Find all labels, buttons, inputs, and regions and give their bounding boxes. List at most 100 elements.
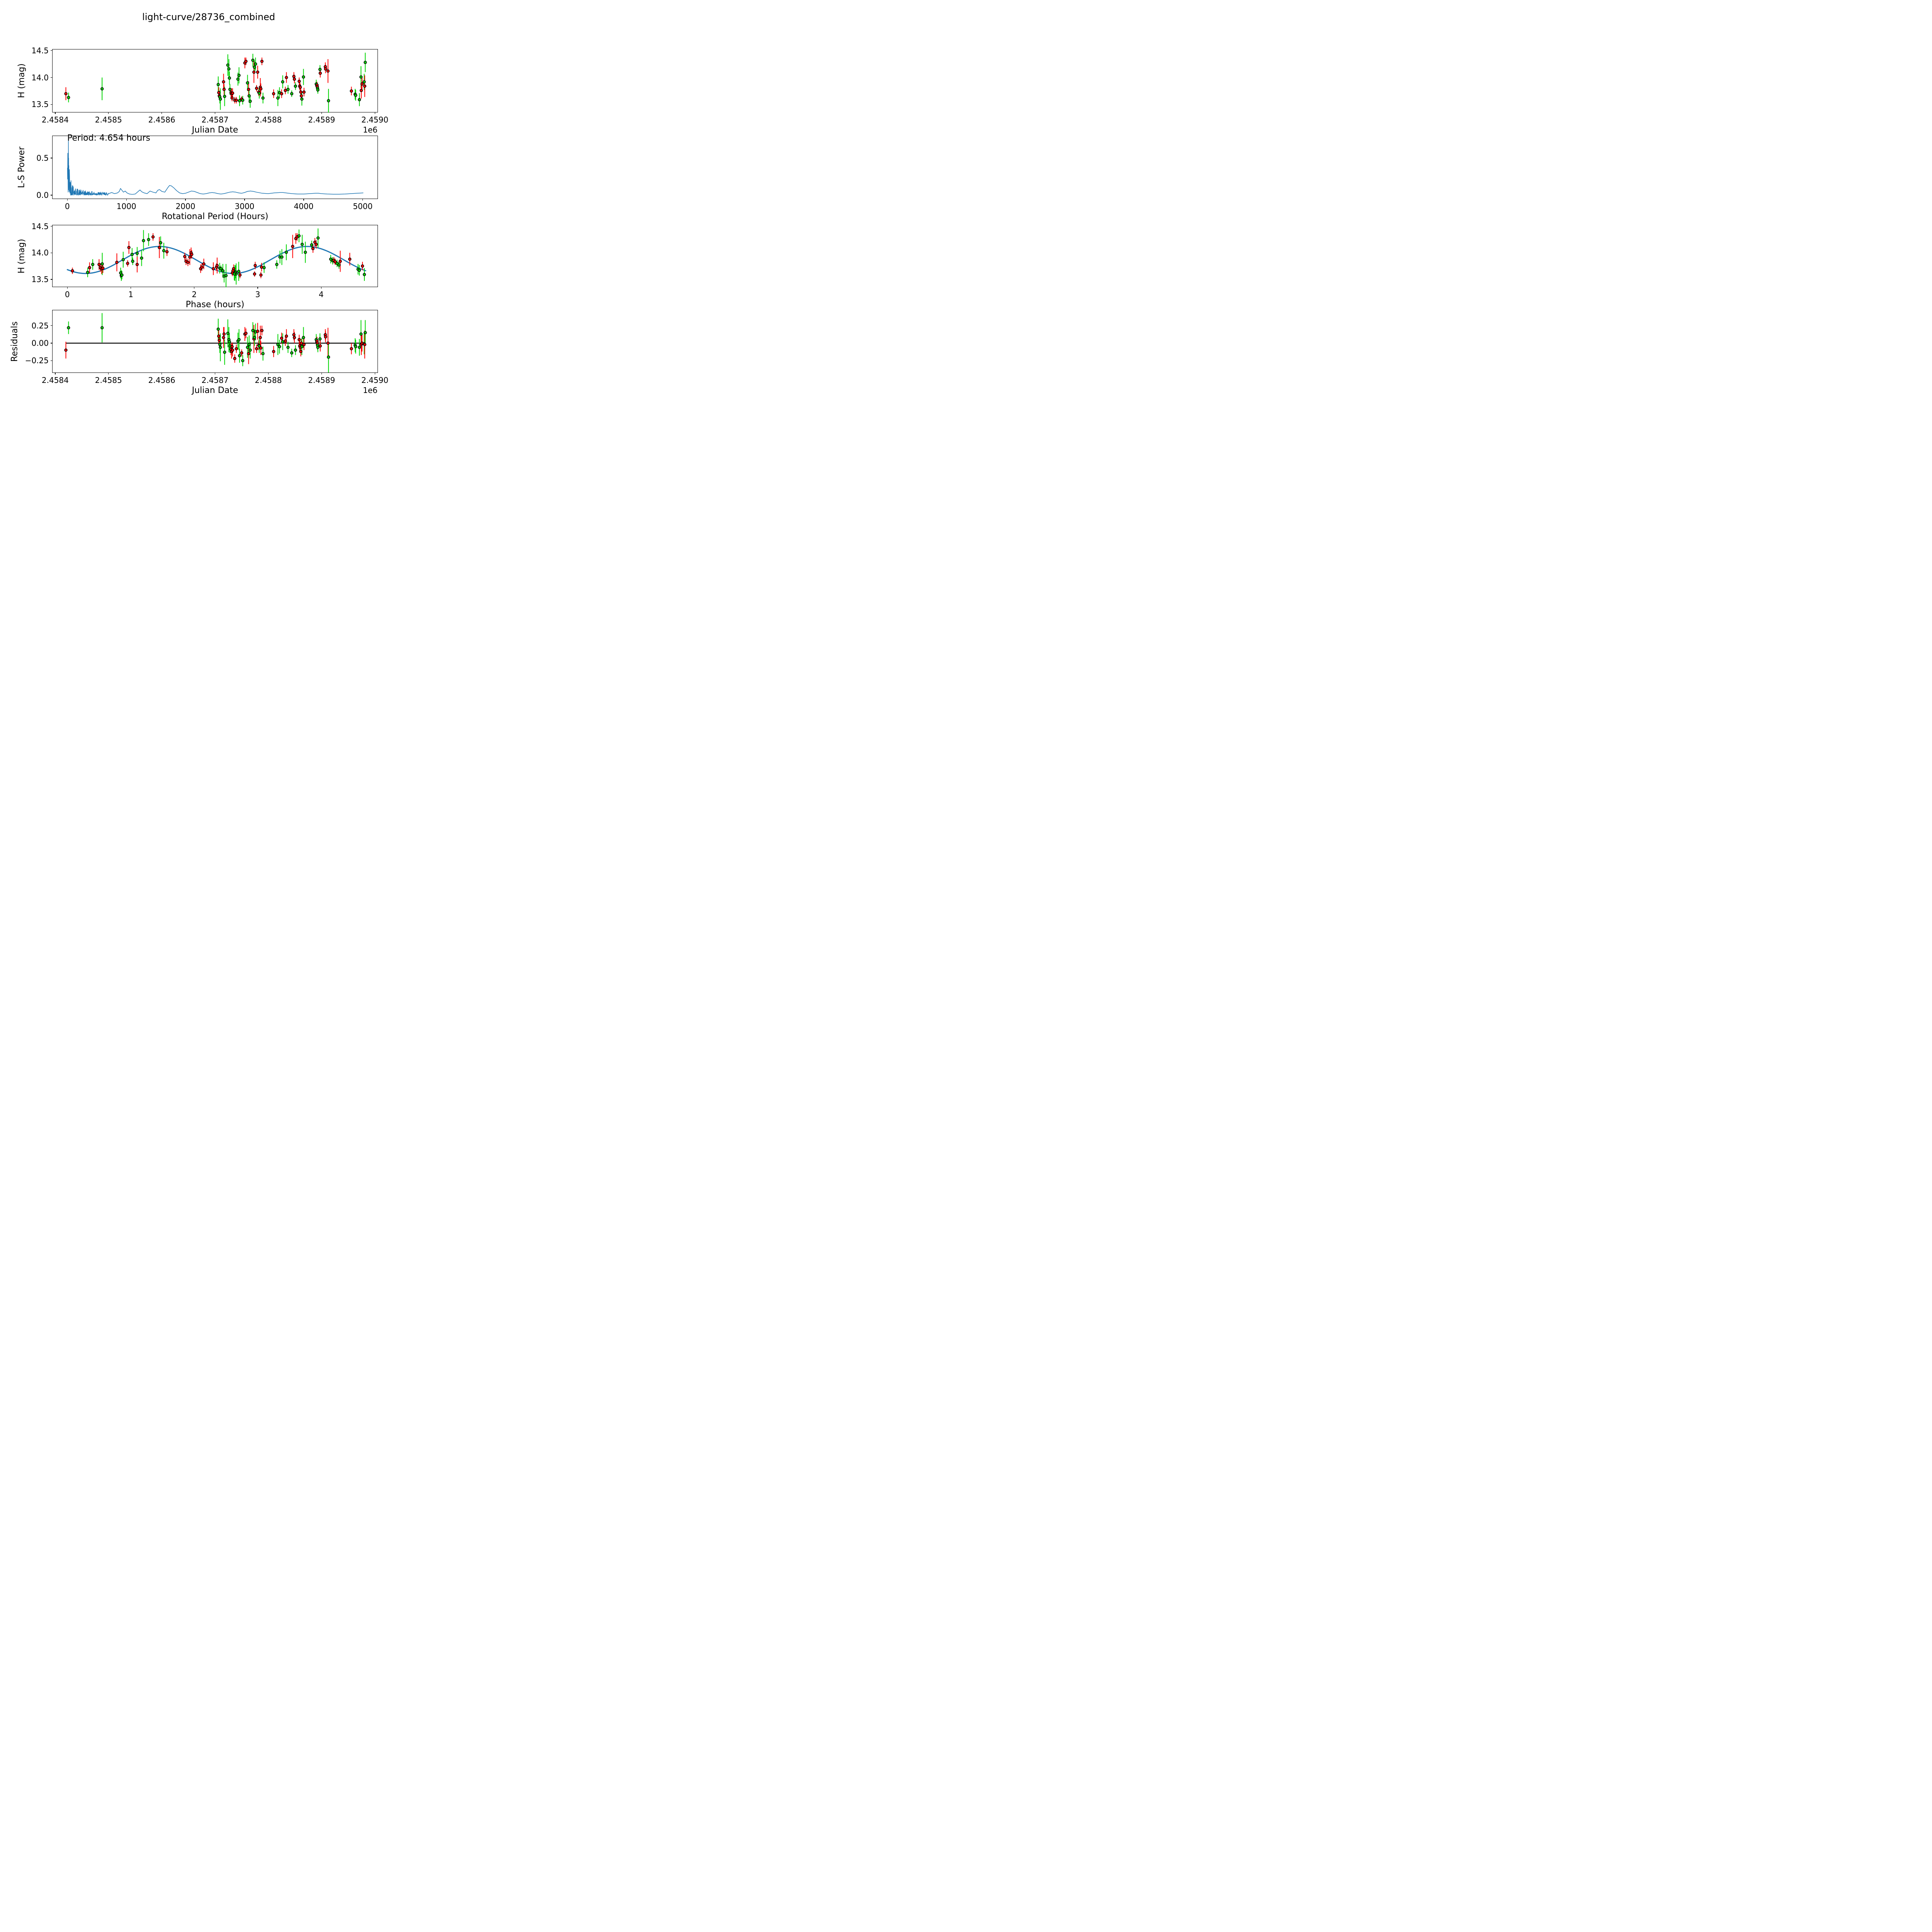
x-tick-label: 2.4585	[95, 115, 122, 124]
data-point	[159, 241, 162, 245]
x-tick-label: 2.4584	[41, 115, 69, 124]
data-point	[316, 236, 320, 240]
data-point	[286, 345, 290, 349]
data-point	[222, 332, 226, 336]
data-point	[251, 329, 255, 332]
periodogram-plot: Period: 4.654 hours L-S Power Rotational…	[17, 133, 378, 221]
data-point	[363, 343, 367, 346]
data-point	[223, 95, 226, 98]
data-point	[233, 357, 236, 360]
plot1-x-offset-label: 1e6	[363, 125, 378, 134]
data-point	[324, 67, 327, 71]
data-point	[291, 245, 294, 248]
phase-folded-plot: H (mag) Phase (hours) 0 1 2 3 4 13.5 14.0 14.5	[17, 222, 378, 310]
data-point	[226, 63, 230, 67]
y-tick-label: −0.25	[25, 356, 49, 366]
data-point	[236, 77, 240, 81]
x-tick-label: 3000	[235, 202, 255, 211]
data-point	[257, 91, 261, 95]
data-point	[86, 270, 89, 274]
periodogram-power-curve	[67, 139, 364, 196]
data-point	[140, 256, 143, 260]
data-point	[354, 345, 357, 349]
x-tick-label: 4	[318, 290, 324, 299]
data-point	[253, 336, 256, 339]
data-point	[224, 274, 228, 277]
data-point	[256, 70, 259, 74]
data-point	[190, 253, 194, 256]
data-point	[359, 88, 363, 92]
data-point	[361, 264, 364, 268]
data-point	[119, 271, 122, 275]
data-point	[255, 347, 259, 350]
residuals-canvas	[64, 313, 367, 372]
figure-title: light-curve/28736_combined	[142, 12, 275, 22]
data-point	[259, 273, 263, 277]
plot4-x-offset-label: 1e6	[363, 386, 378, 395]
data-point	[231, 348, 235, 352]
y-tick-mark	[51, 104, 53, 105]
phase-folded-canvas	[66, 228, 366, 287]
x-tick-mark	[268, 112, 269, 114]
data-point	[219, 97, 222, 101]
data-point	[290, 351, 294, 355]
data-point	[244, 60, 248, 63]
data-point	[251, 58, 255, 62]
data-point	[281, 340, 284, 344]
x-tick-label: 2.4584	[41, 376, 69, 385]
data-point	[237, 270, 240, 273]
data-point	[241, 359, 245, 362]
data-point	[121, 258, 125, 262]
y-tick-label: 13.5	[31, 274, 49, 284]
y-tick-label: 14.5	[31, 221, 49, 231]
data-point	[357, 98, 361, 102]
data-point	[318, 344, 322, 348]
data-point	[222, 88, 226, 91]
x-tick-mark	[67, 287, 68, 289]
data-point	[294, 84, 297, 88]
data-point	[248, 99, 252, 103]
data-point	[233, 272, 236, 276]
data-point	[252, 70, 256, 74]
data-point	[262, 266, 266, 269]
data-point	[246, 81, 249, 85]
data-point	[280, 255, 284, 259]
data-point	[276, 343, 280, 346]
data-point	[354, 94, 357, 97]
data-point	[248, 348, 252, 352]
data-point	[247, 343, 251, 346]
x-tick-label: 2.4587	[201, 376, 229, 385]
data-point	[228, 88, 232, 91]
x-tick-mark	[108, 372, 109, 374]
data-point	[348, 257, 352, 261]
data-point	[350, 89, 353, 93]
x-tick-label: 2.4587	[201, 115, 229, 124]
data-point	[237, 338, 241, 342]
x-tick-label: 2.4589	[308, 376, 335, 385]
x-tick-mark	[67, 199, 68, 201]
data-point	[260, 265, 264, 269]
data-point	[231, 91, 235, 95]
data-point	[359, 332, 363, 336]
data-point	[215, 264, 219, 267]
x-tick-label: 1000	[116, 202, 136, 211]
data-point	[357, 269, 361, 272]
data-point	[64, 348, 68, 352]
data-point	[302, 336, 305, 339]
data-point	[202, 262, 206, 266]
data-point	[165, 250, 169, 253]
data-point	[310, 243, 313, 247]
data-point	[299, 341, 303, 345]
data-point	[67, 96, 70, 99]
data-point	[246, 345, 249, 349]
data-point	[230, 345, 234, 349]
data-point	[286, 88, 290, 91]
data-point	[284, 339, 287, 343]
residuals-plot: Residuals Julian Date 1e6 2.4584 2.4585 2.…	[10, 310, 388, 395]
data-point	[147, 238, 150, 242]
data-point	[285, 334, 288, 338]
x-tick-mark	[321, 372, 322, 374]
data-point	[219, 345, 222, 349]
data-point	[326, 69, 330, 73]
data-point	[247, 88, 250, 91]
